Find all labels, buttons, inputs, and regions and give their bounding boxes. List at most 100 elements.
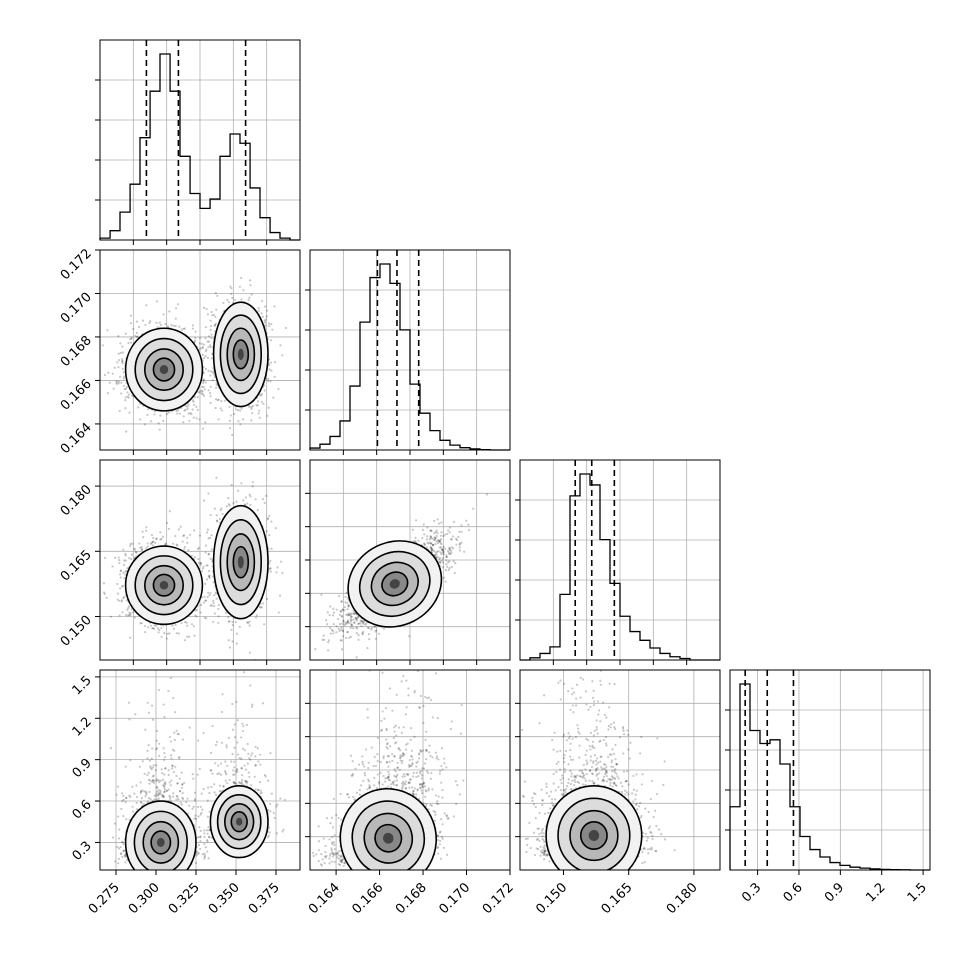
sample-point <box>151 627 155 630</box>
sample-point <box>168 310 171 313</box>
sample-point <box>127 341 130 344</box>
sample-point <box>145 547 148 550</box>
sample-point <box>188 419 191 422</box>
sample-point <box>258 409 261 412</box>
sample-point <box>272 396 275 399</box>
sample-point <box>207 591 210 594</box>
sample-point <box>127 606 130 610</box>
sample-point <box>207 340 210 343</box>
sample-point <box>226 298 229 301</box>
sample-point <box>209 604 212 607</box>
sample-point <box>263 389 266 392</box>
sample-point <box>193 396 197 399</box>
sample-point <box>103 373 106 377</box>
sample-point <box>121 358 124 361</box>
sample-point <box>174 324 177 328</box>
sample-point <box>202 378 205 381</box>
histogram-panel-hist-p4: 0.3 0.6 0.9 1.2 1.5 <box>725 669 931 905</box>
sample-point <box>143 423 146 426</box>
sample-point <box>126 567 129 570</box>
sample-point <box>215 597 218 600</box>
sample-point <box>124 559 127 562</box>
sample-point <box>140 548 144 551</box>
sample-point <box>193 529 196 532</box>
sample-point <box>180 328 183 331</box>
histogram-panel-hist-p3 <box>515 459 721 665</box>
sample-point <box>205 307 208 311</box>
sample-point <box>191 324 194 327</box>
sample-point <box>214 406 217 410</box>
histogram-step <box>729 683 930 871</box>
sample-point <box>200 342 204 345</box>
sample-point <box>183 639 187 642</box>
sample-point <box>201 346 204 350</box>
sample-point <box>214 322 217 325</box>
sample-point <box>177 528 181 531</box>
sample-point <box>166 632 169 636</box>
sample-point <box>150 533 154 537</box>
sample-point <box>121 611 124 614</box>
sample-point <box>263 324 267 327</box>
sample-point <box>167 411 170 414</box>
sample-point <box>196 608 199 611</box>
sample-point <box>217 607 220 611</box>
sample-point <box>153 410 157 413</box>
sample-point <box>261 315 264 319</box>
sample-point <box>262 402 265 405</box>
sample-point <box>146 626 150 629</box>
sample-point <box>126 395 129 398</box>
sample-point <box>144 323 147 327</box>
sample-point <box>113 556 117 559</box>
sample-point <box>116 592 120 595</box>
sample-point <box>117 335 120 338</box>
sample-point <box>115 382 118 385</box>
sample-point <box>215 514 218 517</box>
sample-point <box>153 627 156 631</box>
sample-point <box>165 637 168 640</box>
sample-point <box>190 623 194 626</box>
sample-point <box>172 324 175 328</box>
sample-point <box>122 548 125 551</box>
sample-point <box>267 322 271 325</box>
sample-point <box>236 409 240 412</box>
sample-point <box>241 418 245 421</box>
sample-point <box>228 504 231 507</box>
sample-point <box>269 570 272 573</box>
sample-point <box>215 308 218 311</box>
sample-point <box>271 328 274 331</box>
sample-point <box>131 542 134 545</box>
sample-point <box>171 624 174 627</box>
sample-point <box>201 567 205 570</box>
sample-point <box>184 620 187 624</box>
sample-point <box>251 481 254 484</box>
sample-point <box>228 419 231 423</box>
sample-point <box>149 542 153 545</box>
sample-point <box>234 408 238 411</box>
sample-point <box>258 416 261 419</box>
sample-point <box>121 345 124 348</box>
sample-point <box>133 616 136 619</box>
sample-point <box>127 605 131 608</box>
sample-point <box>269 567 272 570</box>
sample-point <box>223 399 226 402</box>
sample-point <box>219 508 222 512</box>
sample-point <box>214 398 218 401</box>
sample-point <box>159 531 162 534</box>
sample-point <box>147 408 150 411</box>
sample-point <box>124 407 127 410</box>
sample-point <box>122 596 125 600</box>
sample-point <box>198 418 201 421</box>
sample-point <box>242 499 245 502</box>
sample-point <box>250 419 253 422</box>
sample-point <box>126 608 129 611</box>
sample-point <box>202 385 205 389</box>
sample-point <box>193 634 196 637</box>
sample-point <box>212 313 216 316</box>
sample-point <box>213 324 216 327</box>
sample-point <box>168 510 171 513</box>
sample-point <box>116 361 119 364</box>
sample-point <box>124 387 127 390</box>
sample-point <box>204 582 207 585</box>
sample-point <box>194 339 197 342</box>
